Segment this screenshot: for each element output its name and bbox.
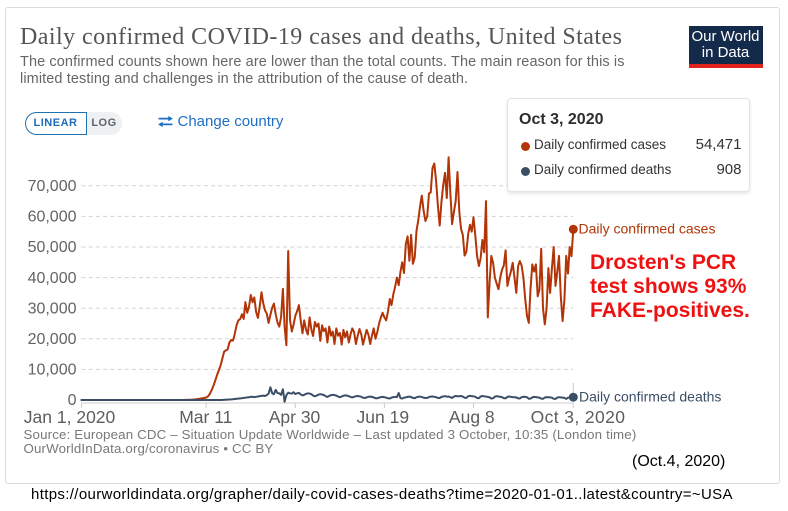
svg-text:Daily confirmed deaths: Daily confirmed deaths: [579, 389, 721, 405]
svg-text:Jan 1, 2020: Jan 1, 2020: [24, 407, 116, 427]
svg-text:50,000: 50,000: [28, 239, 77, 256]
svg-text:0: 0: [68, 392, 77, 409]
svg-text:20,000: 20,000: [28, 331, 77, 348]
svg-text:Oct 3, 2020: Oct 3, 2020: [531, 407, 626, 427]
svg-text:Aug 8: Aug 8: [449, 407, 495, 427]
svg-text:40,000: 40,000: [28, 270, 77, 287]
svg-text:70,000: 70,000: [28, 178, 77, 195]
svg-text:Mar 11: Mar 11: [179, 407, 232, 427]
svg-text:10,000: 10,000: [28, 362, 77, 379]
svg-text:60,000: 60,000: [28, 209, 77, 226]
svg-text:Daily confirmed cases: Daily confirmed cases: [579, 221, 716, 237]
svg-text:Apr 30: Apr 30: [269, 407, 321, 427]
svg-text:Jun 19: Jun 19: [357, 407, 410, 427]
svg-text:30,000: 30,000: [28, 300, 77, 317]
